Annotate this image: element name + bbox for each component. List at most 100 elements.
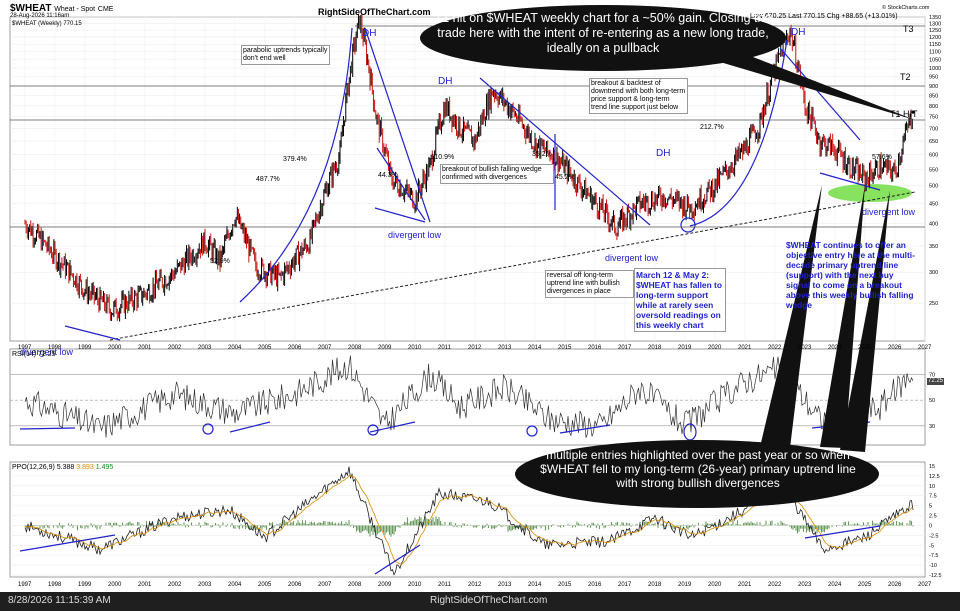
year-tick-label-bottom: 2021 <box>738 582 752 588</box>
pct-label-212: 212.7% <box>700 124 724 131</box>
header-site: RightSideOfTheChart.com <box>318 7 431 17</box>
year-tick-label-bottom: 2026 <box>888 582 902 588</box>
year-tick-label-bottom: 2014 <box>528 582 542 588</box>
price-tick-label: 900 <box>929 84 938 90</box>
stockcharts-logo: © StockCharts.com <box>882 5 930 11</box>
divergent-low-label-1: divergent low <box>20 347 74 357</box>
year-tick-label: 2006 <box>288 345 302 351</box>
year-tick-label-bottom: 2006 <box>288 582 302 588</box>
parabolic-note: parabolic uptrends typically don't end w… <box>241 45 330 66</box>
year-tick-label: 2001 <box>138 345 152 351</box>
price-tick-label: 1150 <box>929 42 941 48</box>
footer-timestamp: 8/28/2026 11:15:39 AM <box>8 595 111 606</box>
year-tick-label: 2014 <box>528 345 542 351</box>
top-callout-bubble <box>420 5 786 71</box>
dh-label-2022: DH <box>791 27 806 38</box>
price-tick-label: 450 <box>929 201 938 207</box>
objective-entry-note: $WHEAT continues to offer an objective e… <box>786 240 915 311</box>
price-tick-label: 650 <box>929 139 938 145</box>
ppo-tick-label: -7.5 <box>929 553 938 559</box>
price-tick-label: 1350 <box>929 15 941 21</box>
ppo-tick-label: -2.5 <box>929 533 938 539</box>
year-tick-label: 2011 <box>438 345 452 351</box>
rsi-tick-label: 30 <box>929 424 935 430</box>
divergent-low-label-3: divergent low <box>605 253 659 263</box>
price-tick-label: 500 <box>929 184 938 190</box>
year-tick-label: 2000 <box>108 345 122 351</box>
bottom-callout-bubble <box>515 440 879 508</box>
ppo-value-3: 1.495 <box>95 464 114 471</box>
rsi-divergence-line-4 <box>559 424 611 434</box>
dh-label-2011: DH <box>438 76 453 87</box>
year-tick-label: 2007 <box>318 345 332 351</box>
header-date: 28-Aug-2026 11:16am <box>10 13 70 19</box>
year-tick-label-bottom: 2007 <box>318 582 332 588</box>
ppo-tick-label: 5 <box>929 504 932 510</box>
breakout-backtest-note: breakout & backtest of downtrend with bo… <box>589 78 688 115</box>
ppo-gridlines <box>10 465 925 576</box>
year-tick-label-bottom: 2009 <box>378 582 392 588</box>
divergent-low-line-1 <box>64 325 121 341</box>
year-tick-label: 2024 <box>828 345 842 351</box>
year-tick-label-bottom: 2013 <box>498 582 512 588</box>
year-tick-label: 2016 <box>588 345 602 351</box>
pct-label-52: 52.9% <box>210 258 230 265</box>
ppo-tick-label: 15 <box>929 464 935 470</box>
ppo-tick-label: 2.5 <box>929 514 937 520</box>
price-tick-label: 250 <box>929 301 938 307</box>
ppo-tick-label: 7.5 <box>929 494 937 500</box>
year-tick-label: 2027 <box>918 345 932 351</box>
rsi-label: RSI(14) 72.25 <box>12 351 56 358</box>
price-tick-label: 800 <box>929 104 938 110</box>
year-tick-label: 2020 <box>708 345 722 351</box>
year-tick-label-bottom: 2022 <box>768 582 782 588</box>
top-callout-pointer <box>720 52 915 120</box>
price-tick-label: 1000 <box>929 66 941 72</box>
year-tick-label: 2010 <box>408 345 422 351</box>
header-title: Wheat - Spot <box>54 6 96 13</box>
falling-wedge-2025 <box>819 172 881 191</box>
price-tick-label: 1300 <box>929 21 941 27</box>
header-quote: Low 670.25 Last 770.15 Chg +88.65 (+13.0… <box>750 13 898 20</box>
year-tick-label: 2018 <box>648 345 662 351</box>
year-tick-label-bottom: 2012 <box>468 582 482 588</box>
year-tick-label: 1997 <box>18 345 32 351</box>
year-tick-label: 2021 <box>738 345 752 351</box>
rsi-series <box>24 355 914 438</box>
dh-label-2008: DH <box>362 28 377 39</box>
year-tick-label-bottom: 1997 <box>18 582 32 588</box>
year-tick-label-bottom: 2023 <box>798 582 812 588</box>
year-tick-label: 2019 <box>678 345 692 351</box>
price-tick-label: 600 <box>929 153 938 159</box>
year-tick-label-bottom: 2002 <box>168 582 182 588</box>
price-tick-label: 1050 <box>929 58 941 64</box>
falling-wedge-lower <box>374 207 426 223</box>
quote-chg: Chg +88.65 (+13.01%) <box>826 13 898 20</box>
year-tick-label: 2023 <box>798 345 812 351</box>
top-callout-text: T1 hit on $WHEAT weekly chart for a ~50%… <box>434 11 772 55</box>
year-tick-label-bottom: 2003 <box>198 582 212 588</box>
year-tick-label-bottom: 2000 <box>108 582 122 588</box>
year-tick-label-bottom: 2016 <box>588 582 602 588</box>
rsi-circle-1 <box>202 423 214 435</box>
downtrend-line-2022 <box>779 47 861 141</box>
year-tick-label: 2012 <box>468 345 482 351</box>
pct-label-35: 35.2% <box>532 151 552 158</box>
rsi-tick-label: 50 <box>929 398 935 404</box>
year-tick-label-bottom: 2024 <box>828 582 842 588</box>
price-tick-label: 850 <box>929 93 938 99</box>
year-tick-label-bottom: 2019 <box>678 582 692 588</box>
year-tick-label-bottom: 2004 <box>228 582 242 588</box>
year-tick-label-bottom: 2008 <box>348 582 362 588</box>
ppo-divergence-line-1 <box>19 534 116 552</box>
axis-labels: 2503003504004505005506006507007508008509… <box>18 15 942 588</box>
ppo-divergence-line-3 <box>804 525 881 539</box>
price-tick-label: 350 <box>929 244 938 250</box>
primary-uptrend-line <box>109 191 916 341</box>
ppo-label: PPO(12,26,9) 5.388 3.893 1.495 <box>12 464 113 472</box>
year-tick-label-bottom: 2017 <box>618 582 632 588</box>
year-tick-label-bottom: 2011 <box>438 582 452 588</box>
ppo-value-1: 5.388 <box>56 464 75 471</box>
year-tick-label: 2005 <box>258 345 272 351</box>
bottom-callout-pointer-3 <box>840 190 890 452</box>
